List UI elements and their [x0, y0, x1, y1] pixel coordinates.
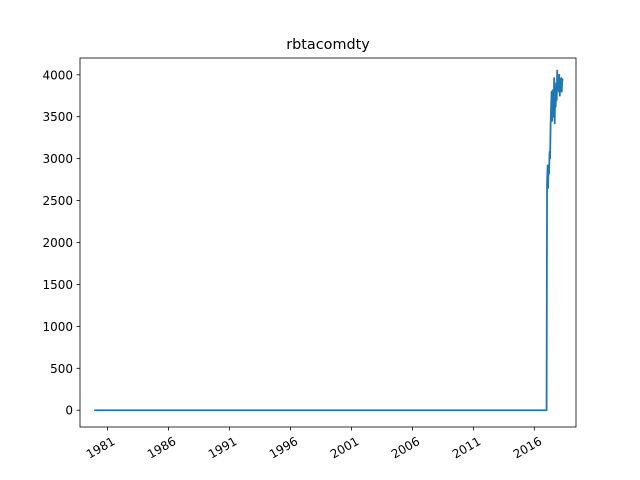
- x-tick-label: 2016: [511, 434, 544, 461]
- series-line: [94, 69, 564, 412]
- x-tick-label: 1981: [84, 434, 117, 461]
- y-tick-label: 3500: [42, 110, 73, 124]
- y-tick-label: 2500: [42, 194, 73, 208]
- y-tick-label: 3000: [42, 152, 73, 166]
- plot-frame: [79, 57, 577, 428]
- x-tick-label: 1986: [145, 434, 178, 461]
- x-tick-label: 1996: [267, 434, 300, 461]
- y-tick-label: 1500: [42, 278, 73, 292]
- x-tick-label: 2011: [450, 434, 483, 461]
- y-tick-label: 4000: [42, 68, 73, 82]
- axes: 0 500 1000 1500 2000 2500 3000 3500 4000 1981 1986…: [42, 68, 544, 461]
- x-tick-label: 2006: [389, 434, 422, 461]
- y-tick-label: 1000: [42, 320, 73, 334]
- y-tick-label: 2000: [42, 236, 73, 250]
- y-tick-label: 0: [65, 404, 73, 418]
- y-tick-label: 500: [50, 362, 73, 376]
- chart-title: rbtacomdty: [286, 37, 370, 53]
- plot-area: [94, 69, 564, 412]
- x-tick-label: 2001: [328, 434, 361, 461]
- x-tick-label: 1991: [206, 434, 239, 461]
